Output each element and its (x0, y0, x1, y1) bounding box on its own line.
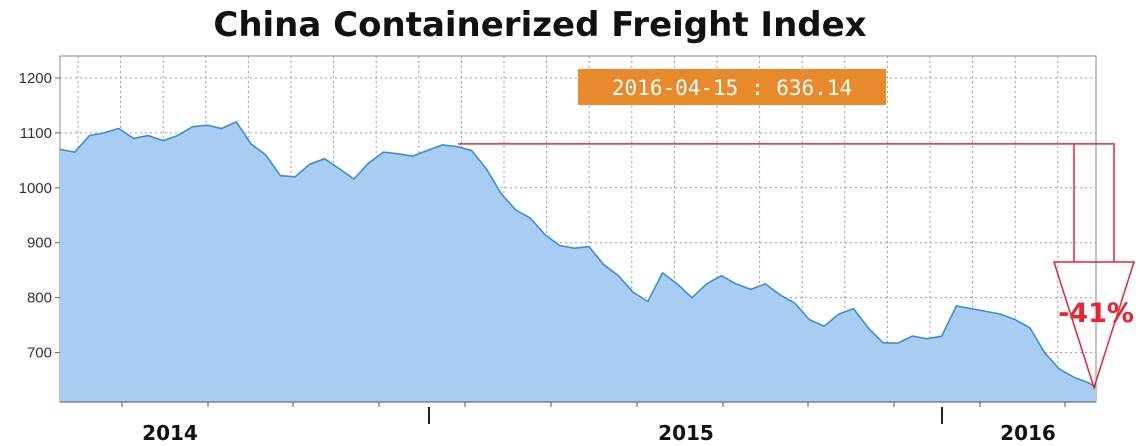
percent-change-label: -41% (1058, 298, 1134, 329)
y-tick-label: 900 (27, 235, 52, 252)
plot-area (59, 120, 1097, 403)
x-tick-label-2014: 2014 (142, 421, 198, 445)
y-tick-label: 1100 (20, 125, 52, 142)
x-tick-label-2015: 2015 (658, 421, 714, 445)
down-arrow (1052, 261, 1136, 391)
axes: 700 800 900 1000 1100 1200 2014 2015 2016 (19, 70, 1096, 445)
series-area (60, 121, 1096, 403)
x-tick-label-2016: 2016 (1000, 421, 1056, 445)
y-tick-label: 800 (27, 290, 52, 307)
y-tick-label: 700 (27, 345, 52, 362)
tooltip-label: 2016-04-15 : 636.14 (612, 76, 852, 100)
series-line (59, 120, 1097, 389)
chart-title: China Containerized Freight Index (213, 5, 866, 45)
y-tick-label: 1000 (19, 180, 52, 197)
tooltip-box (578, 69, 886, 105)
annotation-group: -41% (458, 143, 1136, 391)
reference-line (458, 143, 1115, 262)
tooltip-group: 2016-04-15 : 636.14 (578, 69, 886, 105)
y-tick-label: 1200 (19, 70, 52, 87)
